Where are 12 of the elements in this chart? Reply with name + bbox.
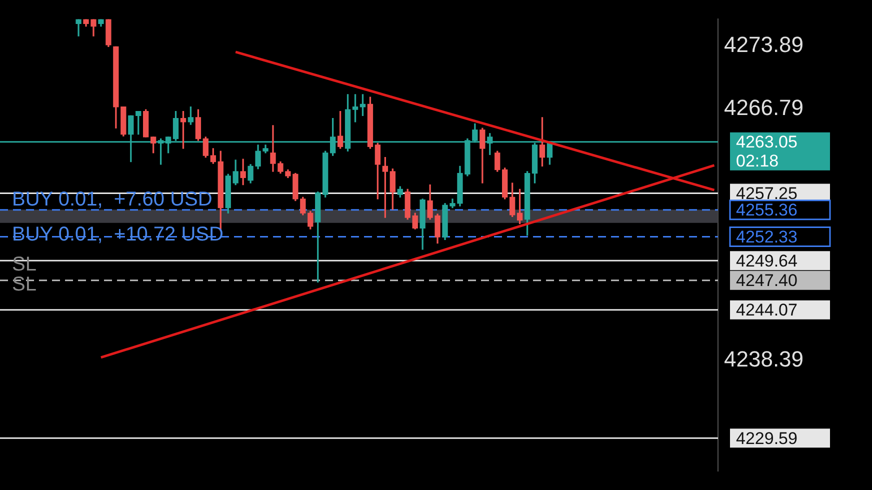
- ref-line-label: 4244.07: [736, 300, 798, 320]
- ref-line-label: 4263.05 02:18: [736, 132, 798, 171]
- ref-line-label: 4229.59: [736, 428, 798, 448]
- annotation: BUY 0.01, +7.60 USD: [12, 188, 212, 211]
- ref-line-label: 4255.36: [736, 200, 798, 220]
- ref-line-label: 4252.33: [736, 227, 798, 246]
- ref-line-label: 4249.64: [736, 251, 798, 270]
- ref-line-label: 4247.40: [736, 271, 798, 290]
- ref-line-label: 4257.25: [736, 184, 798, 203]
- y-tick-label: 4273.89: [724, 32, 804, 57]
- y-tick-label: 4238.39: [724, 346, 804, 372]
- y-tick-label: 4266.79: [724, 94, 804, 120]
